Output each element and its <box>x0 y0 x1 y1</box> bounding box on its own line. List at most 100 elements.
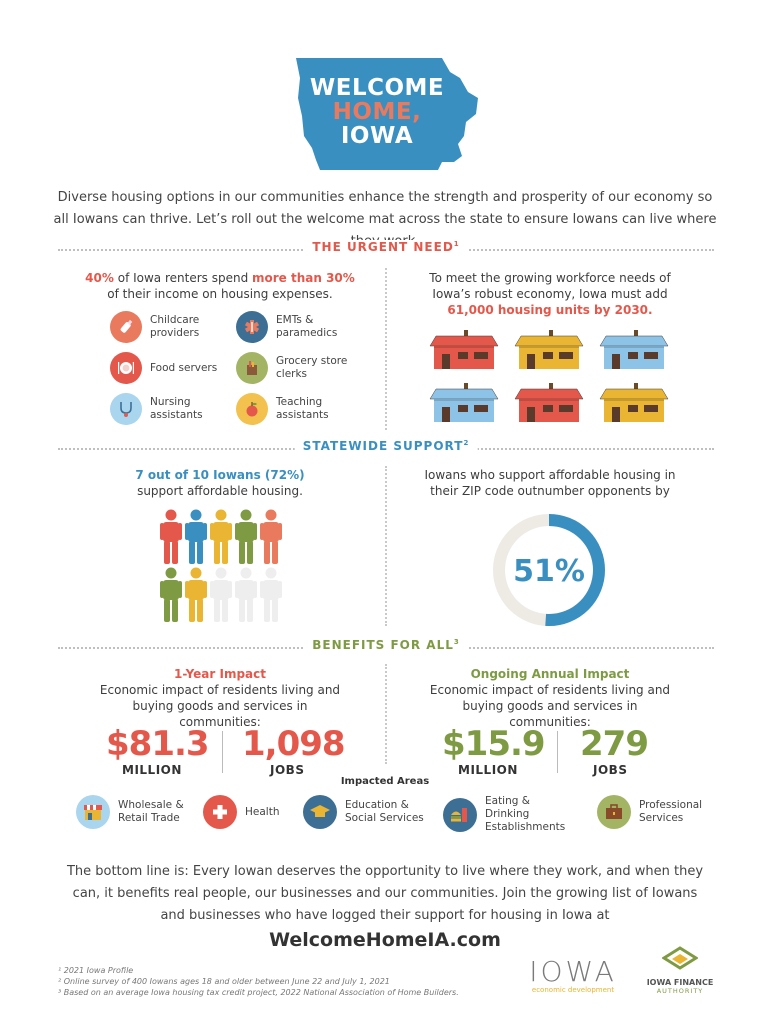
ongoing-jobs-unit: JOBS <box>593 763 628 777</box>
benefits-divider: BENEFITS FOR ALL3 <box>58 638 714 656</box>
iowa-finance-authority-logo: IOWA FINANCE AUTHORITY <box>640 946 720 995</box>
workforce-stat: To meet the growing workforce needs of I… <box>429 271 671 317</box>
iowans-stat: 7 out of 10 Iowans (72%) <box>135 468 305 482</box>
urgent-need-heading: THE URGENT NEED1 <box>304 240 468 254</box>
donut-value: 51% <box>513 554 585 589</box>
support-donut-chart: 51% <box>493 514 605 626</box>
job-label: Teaching assistants <box>276 396 329 421</box>
footnote-1: ¹ 2021 Iowa Profile <box>58 966 134 975</box>
ongoing-title: Ongoing Annual Impact <box>470 667 630 681</box>
apple-icon <box>236 393 268 425</box>
renters-pct: 40% <box>85 271 114 285</box>
ifa-house-icon <box>661 946 699 970</box>
footnote-2: ² Online survey of 400 Iowans ages 18 an… <box>58 977 390 986</box>
job-label: Childcare providers <box>150 314 200 339</box>
statewide-support-divider: STATEWIDE SUPPORT2 <box>58 439 714 457</box>
housing-units-stat: 61,000 housing units by 2030. <box>447 303 653 317</box>
one-year-amount-unit: MILLION <box>122 763 182 777</box>
area-label: Health <box>245 805 280 818</box>
area-wholesale-retail: Wholesale & Retail Trade <box>76 795 188 829</box>
job-label: Nursing assistants <box>150 396 203 421</box>
footnotes: ¹ 2021 Iowa Profile ² Online survey of 4… <box>58 965 459 998</box>
job-teaching: Teaching assistants <box>236 393 356 425</box>
person-icon <box>160 509 182 565</box>
support-vertical-divider <box>385 466 387 626</box>
storefront-icon <box>76 795 110 829</box>
person-icon <box>185 509 207 565</box>
title-line-3: IOWA <box>340 123 414 149</box>
health-cross-icon <box>203 795 237 829</box>
ongoing-jobs: 279 <box>580 724 649 764</box>
iowa-economic-development-logo: IOWA economic development <box>520 955 626 994</box>
area-eating-drinking: Eating & Drinking Establishments <box>443 795 575 834</box>
one-year-amount: $81.3 <box>106 724 210 764</box>
plate-icon <box>110 352 142 384</box>
iowa-logo-sub: economic development <box>531 986 615 994</box>
area-label: Wholesale & Retail Trade <box>118 799 184 824</box>
person-icon <box>235 567 257 623</box>
job-food-servers: Food servers <box>110 352 230 384</box>
ifa-line-1: IOWA FINANCE <box>646 978 714 987</box>
zip-support-text: Iowans who support affordable housing in… <box>424 468 676 498</box>
area-label: Eating & Drinking Establishments <box>485 795 566 833</box>
burger-drink-icon <box>443 797 477 832</box>
renters-more: more than 30% <box>252 271 355 285</box>
person-icon <box>260 509 282 565</box>
iowa-map-shape <box>296 58 478 170</box>
job-nursing: Nursing assistants <box>110 393 230 425</box>
benefits-vertical-divider <box>385 664 387 764</box>
person-icon <box>210 509 232 565</box>
house-icon <box>513 383 585 423</box>
area-label: Professional Services <box>639 799 703 824</box>
job-emts: EMTs & paramedics <box>236 311 356 343</box>
footnote-3: ³ Based on an average Iowa housing tax c… <box>58 988 459 997</box>
ongoing-separator <box>557 731 558 773</box>
one-year-jobs-unit: JOBS <box>270 763 305 777</box>
graduation-cap-icon <box>303 795 337 829</box>
house-icon <box>598 330 670 370</box>
job-childcare: Childcare providers <box>110 311 230 343</box>
person-icon <box>260 567 282 623</box>
job-label: Grocery store clerks <box>276 355 348 380</box>
iowans-support-stat: 7 out of 10 Iowans (72%) support afforda… <box>135 468 305 498</box>
job-grocery: Grocery store clerks <box>236 352 356 384</box>
house-icon <box>428 330 500 370</box>
area-education-social: Education & Social Services <box>303 795 425 829</box>
ifa-line-2: AUTHORITY <box>656 987 704 995</box>
grocery-bag-icon <box>236 352 268 384</box>
iowa-logo-text: IOWA <box>529 955 617 988</box>
stethoscope-icon <box>110 393 142 425</box>
baby-bottle-icon <box>110 311 142 343</box>
area-professional: Professional Services <box>597 795 709 829</box>
donut-arc <box>493 514 605 626</box>
person-icon <box>160 567 182 623</box>
welcome-title: WELCOME HOME, IOWA <box>292 76 462 148</box>
bottom-line-text: The bottom line is: Every Iowan deserves… <box>66 864 704 923</box>
title-line-1: WELCOME <box>309 75 445 101</box>
urgent-need-divider: THE URGENT NEED1 <box>58 240 714 258</box>
impacted-areas-label: Impacted Areas <box>340 776 430 787</box>
website-link[interactable]: WelcomeHomeIA.com <box>269 929 501 951</box>
statewide-support-heading: STATEWIDE SUPPORT2 <box>294 439 478 453</box>
briefcase-icon <box>597 795 631 829</box>
one-year-desc: Economic impact of residents living and … <box>99 683 341 729</box>
renters-stat: 40% of Iowa renters spend more than 30% … <box>85 271 355 301</box>
one-year-jobs: 1,098 <box>242 724 346 764</box>
job-label: Food servers <box>150 361 218 374</box>
title-line-2: HOME, <box>332 99 422 125</box>
benefits-heading: BENEFITS FOR ALL3 <box>304 638 468 652</box>
house-icon <box>513 330 585 370</box>
one-year-separator <box>222 731 223 773</box>
ongoing-impact: Ongoing Annual Impact Economic impact of… <box>420 666 680 730</box>
area-health: Health <box>203 795 279 829</box>
job-label: EMTs & paramedics <box>276 314 338 339</box>
one-year-impact: 1-Year Impact Economic impact of residen… <box>90 666 350 730</box>
one-year-title: 1-Year Impact <box>174 667 266 681</box>
ongoing-amount-unit: MILLION <box>458 763 518 777</box>
person-icon <box>185 567 207 623</box>
person-icon <box>235 509 257 565</box>
ongoing-desc: Economic impact of residents living and … <box>429 683 671 729</box>
house-icon <box>598 383 670 423</box>
area-label: Education & Social Services <box>345 799 424 824</box>
person-icon <box>210 567 232 623</box>
